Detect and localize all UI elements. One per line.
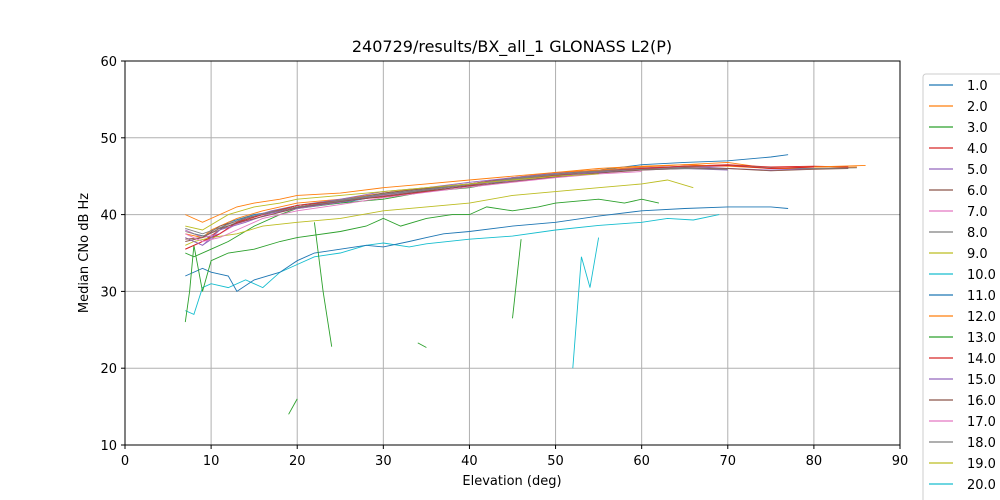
y-tick-label: 60: [100, 55, 117, 70]
legend-label: 3.0: [967, 121, 988, 136]
series-line-16.0: [185, 168, 685, 240]
grid: [124, 60, 901, 446]
x-tick-label: 10: [203, 454, 220, 469]
x-tick-label: 40: [461, 454, 478, 469]
series-line-17.0: [185, 171, 642, 242]
series-line-18.0: [185, 168, 728, 235]
series-line-19.0: [185, 173, 599, 231]
legend-label: 12.0: [967, 310, 996, 325]
legend-label: 8.0: [967, 226, 988, 241]
x-tick-label: 30: [375, 454, 392, 469]
legend-label: 11.0: [967, 289, 996, 304]
series-fragment: [417, 342, 427, 348]
legend-label: 6.0: [967, 184, 988, 199]
x-tick-label: 60: [633, 454, 650, 469]
legend-label: 5.0: [967, 163, 988, 178]
legend-label: 4.0: [967, 142, 988, 157]
chart-title: 240729/results/BX_all_1 GLONASS L2(P): [352, 37, 672, 57]
y-tick-label: 50: [100, 132, 117, 147]
series-line-12.0: [185, 164, 866, 223]
series-line-2.0: [185, 161, 857, 239]
legend-label: 1.0: [967, 79, 988, 94]
legend-label: 14.0: [967, 352, 996, 367]
series-fragment: [313, 222, 333, 347]
x-tick-label: 0: [121, 454, 129, 469]
x-axis-label: Elevation (deg): [462, 474, 561, 489]
y-axis: 10 20 30 40 50 60: [100, 55, 125, 454]
series-line-15.0: [185, 168, 728, 246]
legend-label: 9.0: [967, 247, 988, 262]
y-tick-label: 20: [100, 362, 117, 377]
x-tick-label: 90: [892, 454, 909, 469]
legend: 1.0 2.0 3.0 4.0 5.0 6.0 7.0 8.0 9.0 10.0 11.0 12.0 1…: [922, 73, 1000, 500]
x-tick-label: 50: [547, 454, 564, 469]
series-line-20.0: [572, 237, 600, 369]
series-line-13.0: [184, 198, 659, 323]
series-line-5.0: [185, 165, 814, 246]
legend-label: 16.0: [967, 394, 996, 409]
series-line-7.0: [185, 165, 728, 239]
series-fragment: [512, 239, 522, 319]
series-line-10.0: [185, 214, 720, 316]
series-line-11.0: [185, 206, 789, 293]
x-tick-label: 70: [720, 454, 737, 469]
legend-label: 19.0: [967, 457, 996, 472]
plot-area: [184, 154, 866, 415]
x-tick-label: 20: [289, 454, 306, 469]
x-axis: 0 10 20 30 40 50 60 70 80 90: [121, 445, 908, 469]
y-axis-label: Median CNo dB Hz: [77, 193, 92, 313]
y-tick-label: 40: [100, 209, 117, 224]
legend-label: 13.0: [967, 331, 996, 346]
y-tick-label: 30: [100, 285, 117, 300]
legend-label: 10.0: [967, 268, 996, 283]
series-fragment: [288, 398, 298, 415]
legend-label: 15.0: [967, 373, 996, 388]
legend-box: [922, 73, 1000, 500]
plot-frame: [124, 60, 901, 446]
legend-label: 7.0: [967, 205, 988, 220]
y-tick-label: 10: [100, 439, 117, 454]
legend-label: 2.0: [967, 100, 988, 115]
x-tick-label: 80: [806, 454, 823, 469]
legend-label: 18.0: [967, 436, 996, 451]
legend-label: 17.0: [967, 415, 996, 430]
legend-label: 20.0: [967, 478, 996, 493]
